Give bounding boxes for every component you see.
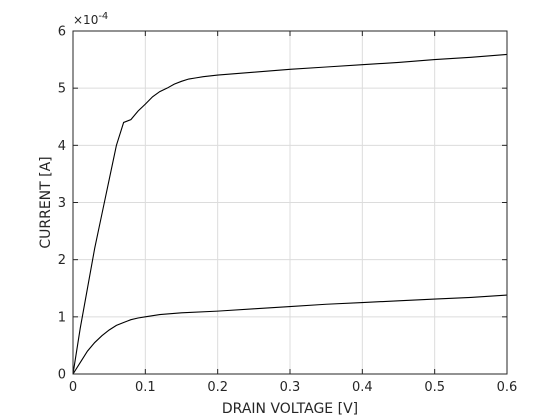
axis-tick-labels: 0 0.1 0.2 0.3 0.4 0.5 0.6 0 1 2 3 4 5 6 [58, 25, 518, 396]
series-line-1 [72, 53, 508, 375]
y-tick-label: 6 [58, 25, 66, 40]
y-tick-label: 1 [58, 310, 66, 325]
x-tick-label: 0.2 [207, 380, 228, 395]
axis-ticks [72, 30, 508, 375]
y-exponent-label: ×10-4 [73, 11, 108, 27]
x-tick-label: 0 [69, 380, 77, 395]
y-axis-label: CURRENT [A] [38, 156, 54, 248]
x-axis-label: DRAIN VOLTAGE [V] [222, 401, 358, 417]
grid [73, 31, 507, 374]
y-tick-label: 3 [58, 196, 66, 211]
x-tick-label: 0.3 [280, 380, 301, 395]
y-tick-label: 0 [58, 368, 66, 383]
y-tick-label: 4 [58, 139, 66, 154]
x-tick-label: 0.4 [352, 380, 373, 395]
x-tick-label: 0.1 [135, 380, 156, 395]
series-line-2 [72, 294, 508, 375]
y-tick-label: 2 [58, 253, 66, 268]
x-tick-label: 0.6 [497, 380, 518, 395]
y-tick-label: 5 [58, 82, 66, 97]
series-layer [72, 53, 508, 375]
x-tick-label: 0.5 [424, 380, 445, 395]
